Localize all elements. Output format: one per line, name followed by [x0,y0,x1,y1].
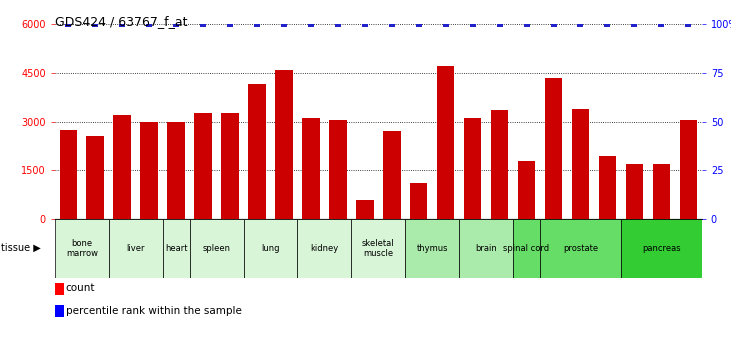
Text: spleen: spleen [202,244,230,253]
Bar [352,219,405,278]
Bar [221,114,239,219]
Point [62,21,74,27]
Bar [405,219,459,278]
Point [467,21,479,27]
Bar [491,110,508,219]
Point [251,21,263,27]
Point [386,21,398,27]
Bar [162,219,189,278]
Bar [113,115,131,219]
Bar [437,66,455,219]
Bar [464,118,482,219]
Bar [55,219,109,278]
Text: GDS424 / 63767_f_at: GDS424 / 63767_f_at [55,16,187,29]
Bar [572,109,589,219]
Text: spinal cord: spinal cord [504,244,550,253]
Bar [356,199,374,219]
Text: kidney: kidney [310,244,338,253]
Bar [459,219,513,278]
Bar [545,78,562,219]
Point [548,21,559,27]
Bar [275,70,292,219]
Point [332,21,344,27]
Text: brain: brain [475,244,497,253]
Bar [383,131,401,219]
Point [575,21,586,27]
Bar [167,122,185,219]
Bar [194,114,212,219]
Point [197,21,209,27]
Bar [302,118,319,219]
Point [170,21,182,27]
Point [224,21,236,27]
Bar [189,219,243,278]
Bar [599,156,616,219]
Text: percentile rank within the sample: percentile rank within the sample [66,306,242,315]
Point [629,21,640,27]
Point [440,21,452,27]
Bar [140,122,158,219]
Bar [109,219,162,278]
Text: tissue ▶: tissue ▶ [1,243,41,253]
Point [520,21,532,27]
Point [493,21,505,27]
Bar [653,164,670,219]
Bar [298,219,352,278]
Bar [626,164,643,219]
Bar [329,120,346,219]
Text: thymus: thymus [417,244,448,253]
Text: liver: liver [126,244,145,253]
Point [278,21,289,27]
Bar [59,130,77,219]
Point [683,21,694,27]
Bar [540,219,621,278]
Point [656,21,667,27]
Bar [410,183,428,219]
Text: skeletal
muscle: skeletal muscle [362,239,395,258]
Point [143,21,155,27]
Bar [680,120,697,219]
Bar [249,84,266,219]
Text: prostate: prostate [563,244,598,253]
Text: pancreas: pancreas [642,244,681,253]
Point [305,21,317,27]
Text: count: count [66,283,95,293]
Bar [518,161,535,219]
Text: heart: heart [165,244,187,253]
Bar [513,219,540,278]
Bar [243,219,298,278]
Point [116,21,128,27]
Bar [86,136,104,219]
Bar [621,219,702,278]
Point [359,21,371,27]
Text: lung: lung [261,244,280,253]
Point [413,21,425,27]
Text: bone
marrow: bone marrow [66,239,98,258]
Point [89,21,101,27]
Point [602,21,613,27]
